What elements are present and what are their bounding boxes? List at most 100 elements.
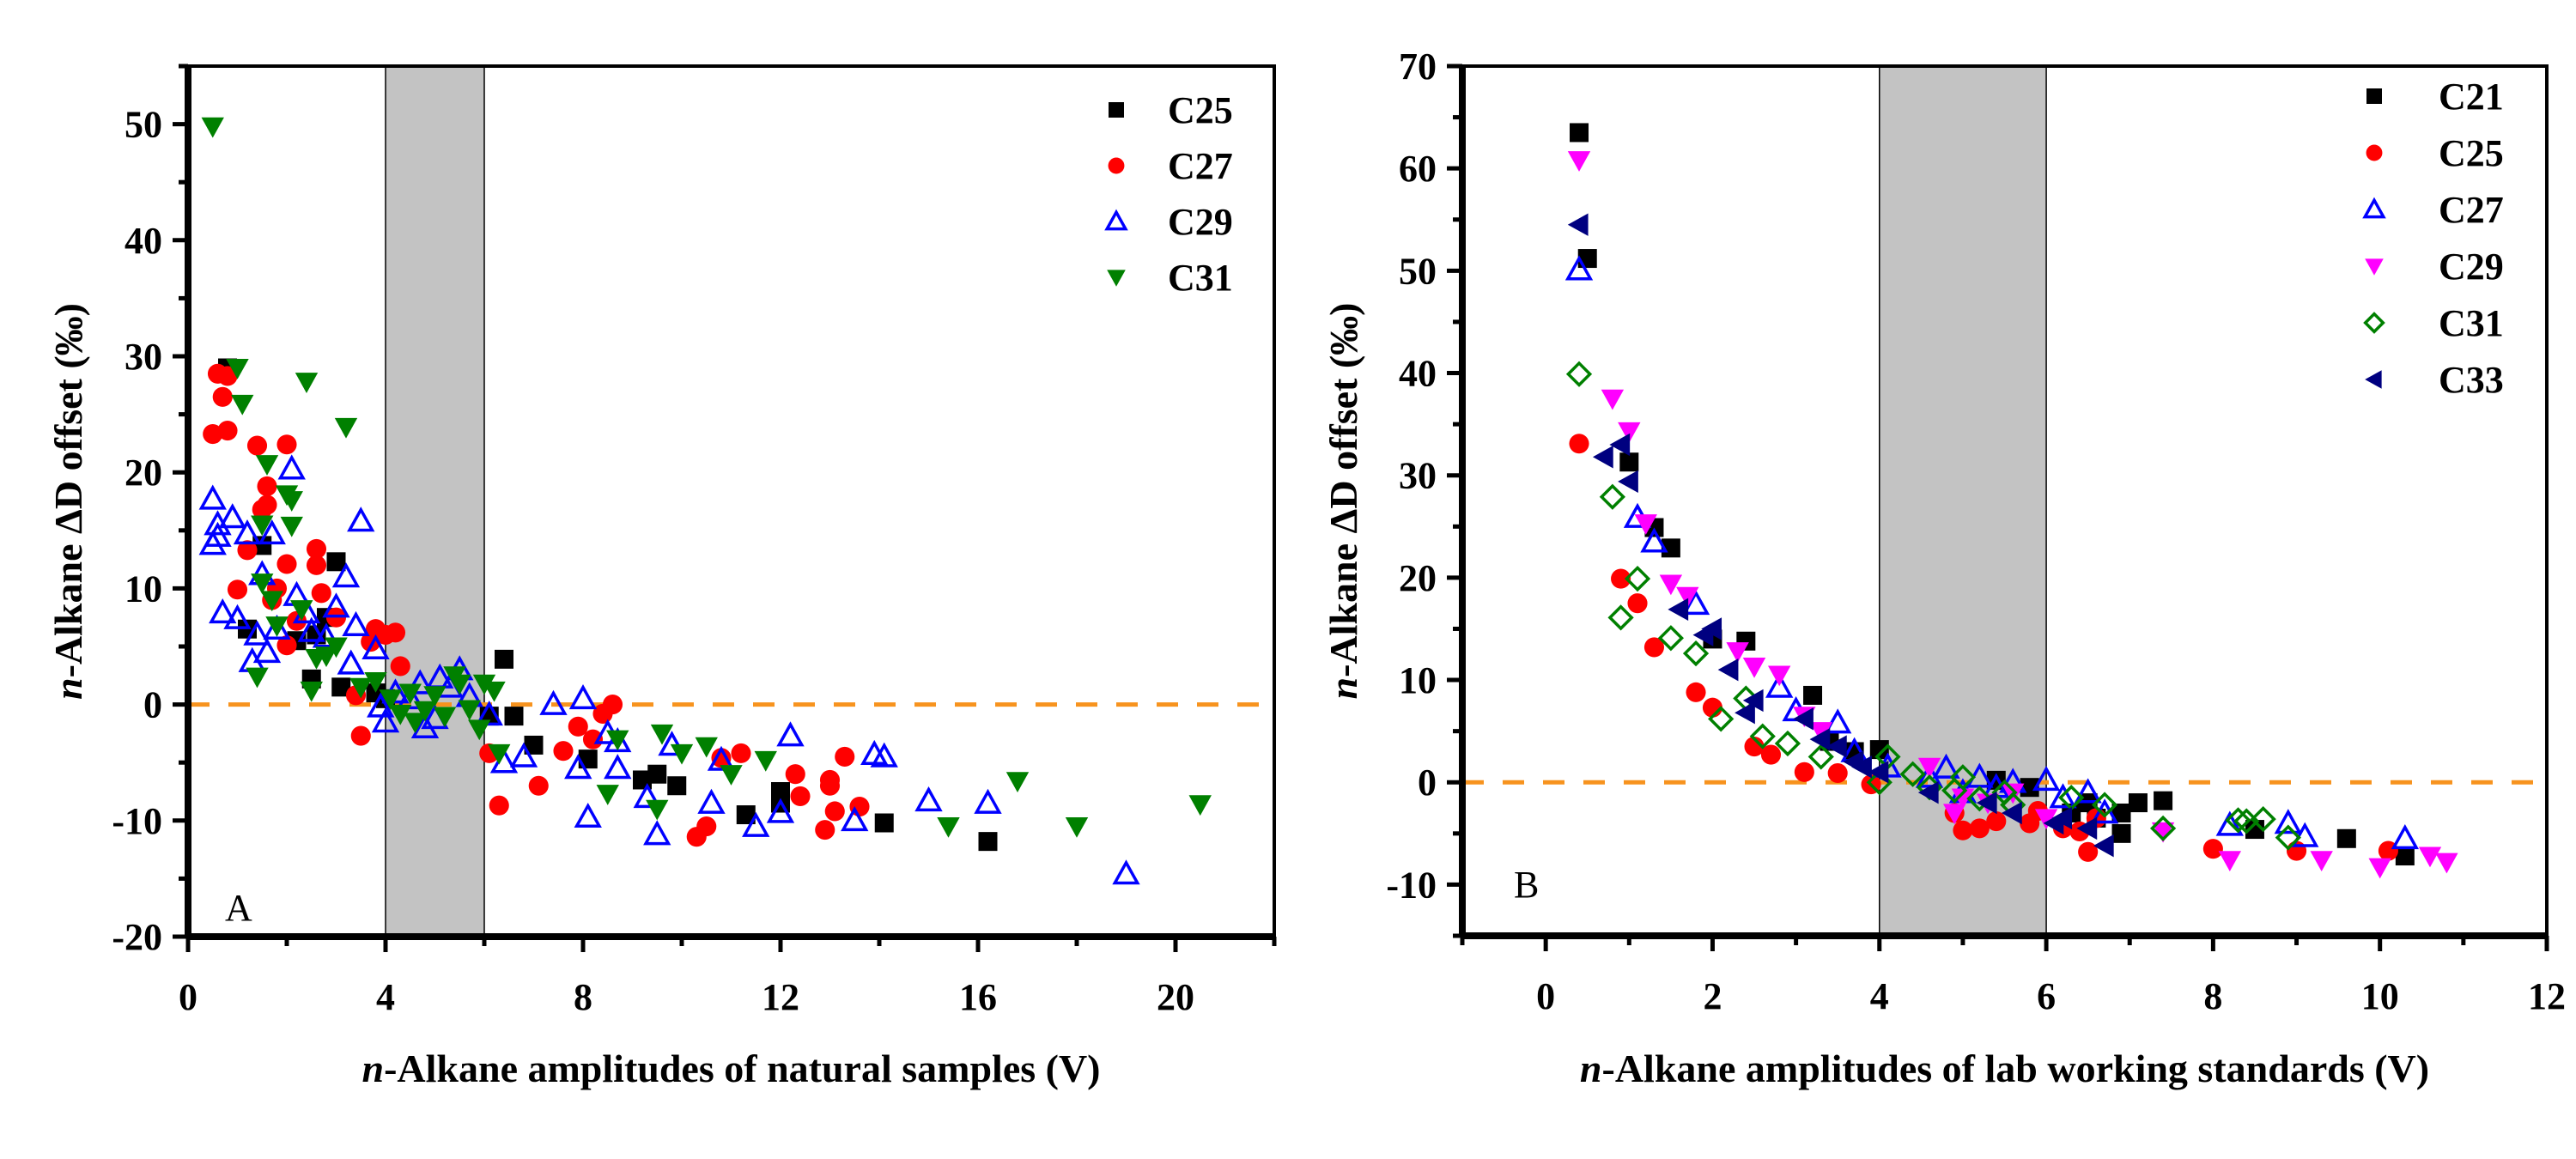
panel-b-x-axis-title: n-Alkane amplitudes of lab working stand… bbox=[1580, 1047, 2429, 1090]
x-tick-label: 8 bbox=[574, 976, 592, 1018]
data-point-c29 bbox=[2435, 853, 2458, 874]
data-point-c27 bbox=[1824, 708, 1852, 734]
data-point-c31 bbox=[695, 737, 718, 758]
data-point-c29 bbox=[2034, 809, 2058, 830]
data-point-c31 bbox=[1607, 604, 1634, 631]
data-point-c33 bbox=[1668, 598, 1689, 622]
panel-b-y-axis-title-italic: n bbox=[1321, 677, 1365, 700]
data-point-c29 bbox=[707, 745, 736, 771]
data-point-c25 bbox=[1986, 810, 2007, 832]
data-point-c31 bbox=[1599, 483, 1626, 510]
data-point-c31 bbox=[334, 417, 358, 439]
data-point-c31 bbox=[650, 724, 674, 745]
panel-a-x-axis-title-text: -Alkane amplitudes of natural samples (V… bbox=[384, 1047, 1100, 1090]
data-point-c31 bbox=[413, 701, 437, 722]
x-tick-label: 6 bbox=[2037, 975, 2056, 1017]
data-point-c33 bbox=[1717, 658, 1739, 682]
data-point-c27 bbox=[731, 743, 751, 763]
data-point-c29 bbox=[277, 454, 306, 480]
legend-label-c27: C27 bbox=[1168, 145, 1233, 187]
data-point-c27 bbox=[350, 725, 371, 746]
data-point-c25 bbox=[1611, 568, 1631, 589]
data-point-c31 bbox=[2091, 792, 2118, 818]
data-point-c29 bbox=[766, 798, 795, 823]
y-tick-label: 20 bbox=[1399, 557, 1437, 599]
data-point-c31 bbox=[720, 765, 743, 786]
data-point-c29 bbox=[209, 598, 237, 624]
data-point-c31 bbox=[2225, 807, 2251, 834]
x-tick-label: 10 bbox=[2361, 975, 2399, 1017]
data-point-c29 bbox=[1917, 757, 1941, 779]
panel-a-points bbox=[198, 117, 1212, 885]
data-point-c25 bbox=[504, 707, 524, 726]
data-point-c31 bbox=[423, 686, 447, 707]
data-point-c29 bbox=[643, 820, 671, 846]
data-point-c33 bbox=[2093, 834, 2114, 858]
data-point-c33 bbox=[2002, 801, 2022, 825]
data-point-c29 bbox=[312, 622, 341, 648]
data-point-c29 bbox=[1618, 422, 1641, 443]
data-point-c31 bbox=[379, 689, 402, 711]
panel-b: 0 2 4 6 8 10 12 -10 0 10 20 30 40 50 60 70 C21 C25 C27 C29… bbox=[1321, 46, 2566, 1090]
data-point-c31 bbox=[251, 573, 274, 594]
panel-a-x-axis-title: n-Alkane amplitudes of natural samples (… bbox=[361, 1047, 1100, 1090]
legend-marker-c25 bbox=[1109, 102, 1124, 118]
data-point-c29 bbox=[198, 484, 227, 510]
y-tick-label: -10 bbox=[112, 800, 162, 842]
data-point-c33 bbox=[1976, 791, 1997, 815]
data-point-c21 bbox=[2111, 823, 2131, 843]
legend-marker-c29 bbox=[2365, 258, 2384, 276]
data-point-c31 bbox=[1708, 706, 1735, 732]
y-tick-label: 40 bbox=[125, 220, 162, 262]
data-point-c31 bbox=[468, 719, 491, 741]
data-point-c27 bbox=[711, 748, 732, 768]
data-point-c25 bbox=[1686, 682, 1706, 702]
data-point-c33 bbox=[1618, 470, 1638, 494]
legend-label-c33: C33 bbox=[2439, 359, 2504, 401]
data-point-c29 bbox=[204, 521, 232, 547]
data-point-c31 bbox=[1899, 761, 1926, 787]
x-tick-label: 12 bbox=[762, 976, 799, 1018]
data-point-c29 bbox=[263, 614, 291, 640]
data-point-c21 bbox=[2111, 803, 2131, 822]
data-point-c27 bbox=[1681, 590, 1710, 616]
data-point-c31 bbox=[255, 455, 279, 476]
data-point-c29 bbox=[252, 637, 282, 664]
data-point-c25 bbox=[647, 764, 667, 784]
data-point-c31 bbox=[265, 616, 289, 637]
data-point-c27 bbox=[824, 801, 845, 822]
x-tick-label: 0 bbox=[1536, 975, 1555, 1017]
data-point-c21 bbox=[1661, 538, 1680, 558]
panel-b-label: B bbox=[1514, 864, 1539, 906]
data-point-c29 bbox=[568, 684, 598, 710]
data-point-c33 bbox=[1567, 213, 1589, 236]
data-point-c29 bbox=[1567, 151, 1591, 172]
panel-b-x-axis-title-text: -Alkane amplitudes of lab working standa… bbox=[1602, 1047, 2430, 1090]
data-point-c31 bbox=[483, 681, 506, 702]
data-point-c27 bbox=[1640, 527, 1668, 553]
data-point-c31 bbox=[251, 515, 274, 537]
data-point-c31 bbox=[937, 817, 960, 838]
data-point-c27 bbox=[2274, 809, 2302, 834]
data-point-c33 bbox=[1917, 780, 1939, 804]
series-c31 bbox=[201, 117, 1212, 838]
data-point-c31 bbox=[280, 491, 303, 512]
data-point-c29 bbox=[564, 754, 592, 780]
data-point-c25 bbox=[331, 677, 351, 697]
data-point-c31 bbox=[314, 646, 338, 668]
data-point-c29 bbox=[509, 742, 538, 768]
data-point-c31 bbox=[458, 700, 481, 721]
data-point-c27 bbox=[528, 775, 549, 796]
y-tick-label: -20 bbox=[112, 916, 162, 958]
data-point-c29 bbox=[396, 684, 424, 710]
panel-a-label: A bbox=[225, 887, 252, 929]
series-c29 bbox=[1567, 151, 2458, 879]
data-point-c27 bbox=[785, 764, 805, 785]
data-point-c27 bbox=[257, 495, 277, 515]
data-point-c25 bbox=[524, 735, 544, 755]
data-point-c27 bbox=[217, 366, 238, 386]
data-point-c33 bbox=[1868, 761, 1889, 784]
panel-b-x-axis-title-italic: n bbox=[1580, 1047, 1602, 1090]
data-point-c27 bbox=[2391, 823, 2420, 850]
